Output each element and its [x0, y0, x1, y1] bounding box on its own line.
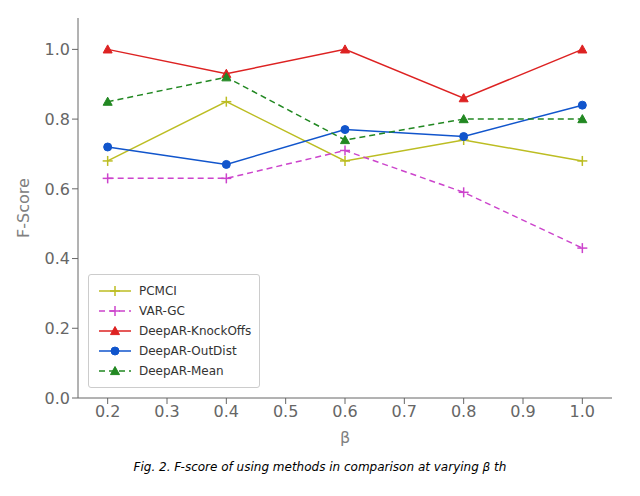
svg-text:0.0: 0.0 — [45, 389, 70, 408]
svg-text:0.2: 0.2 — [95, 402, 120, 421]
svg-text:F-Score: F-Score — [14, 178, 33, 238]
svg-text:0.8: 0.8 — [451, 402, 476, 421]
svg-text:1.0: 1.0 — [570, 402, 595, 421]
svg-text:0.4: 0.4 — [214, 402, 239, 421]
svg-text:0.9: 0.9 — [510, 402, 535, 421]
html-text:DeepAR-OutDist: DeepAR-OutDist — [139, 344, 237, 358]
svg-text:1.0: 1.0 — [45, 40, 70, 59]
svg-text:0.7: 0.7 — [392, 402, 417, 421]
svg-text:β: β — [340, 428, 350, 447]
html-text:DeepAR-KnockOffs: DeepAR-KnockOffs — [139, 324, 252, 338]
svg-text:0.4: 0.4 — [45, 249, 70, 268]
html-text:DeepAR-Mean: DeepAR-Mean — [139, 364, 224, 378]
html-text:VAR-GC: VAR-GC — [139, 304, 185, 318]
html-text:PCMCI: PCMCI — [139, 284, 177, 298]
svg-text:0.6: 0.6 — [45, 180, 70, 199]
svg-text:0.3: 0.3 — [154, 402, 179, 421]
svg-text:0.5: 0.5 — [273, 402, 298, 421]
html-text:Fig. 2. F-score of using metho: Fig. 2. F-score of using methods in comp… — [133, 460, 507, 474]
svg-text:0.2: 0.2 — [45, 319, 70, 338]
svg-text:0.8: 0.8 — [45, 110, 70, 129]
svg-text:0.6: 0.6 — [332, 402, 357, 421]
